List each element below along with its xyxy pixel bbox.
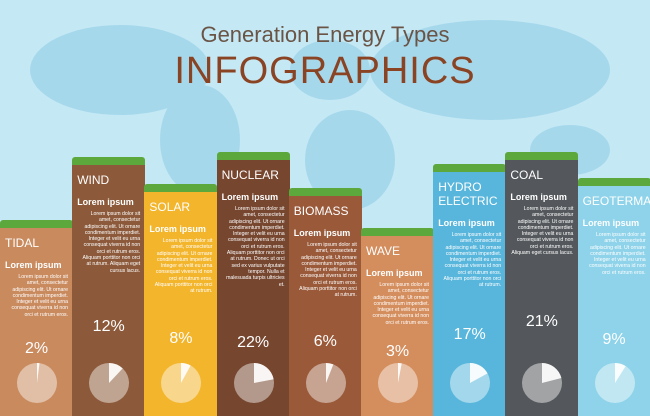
column-heading: Lorem ipsum [149, 224, 206, 234]
column-heading: Lorem ipsum [221, 192, 279, 202]
column-name: WIND [77, 173, 110, 187]
percent-label: 17% [453, 326, 486, 343]
pie-slice [253, 363, 274, 383]
pie-chart [305, 363, 346, 403]
column-text: Lorem ipsum dolor sit amet, consectetur … [11, 274, 68, 318]
column-heading: Lorem ipsum [366, 268, 423, 278]
column-name: SOLAR [149, 200, 191, 214]
pie-chart [233, 363, 274, 403]
pie-slice [181, 363, 192, 383]
column-name: TIDAL [5, 236, 40, 250]
ground-cap [72, 157, 146, 165]
pie-chart [17, 363, 57, 403]
pie-chart [522, 363, 563, 403]
energy-column: HYDRO ELECTRIC Lorem ipsum Lorem ipsum dol… [433, 164, 507, 416]
pie-slice [325, 363, 334, 383]
column-text: Lorem ipsum dolor sit amet, consectetur … [443, 232, 502, 289]
percent-label: 8% [169, 330, 193, 347]
ground-cap [288, 188, 362, 196]
column-text: Lorem ipsum dolor sit amet, consectetur … [226, 206, 285, 288]
column-text: Lorem ipsum dolor sit amet, consectetur … [372, 282, 429, 326]
column-text: Lorem ipsum dolor sit amet, consectetur … [589, 232, 646, 276]
column-heading: Lorem ipsum [77, 197, 134, 207]
ground-cap [216, 152, 290, 160]
energy-column: TIDAL Lorem ipsum Lorem ipsum dolor sit am… [0, 220, 73, 416]
column-text: Lorem ipsum dolor sit amet, consectetur … [511, 206, 574, 257]
column-heading: Lorem ipsum [510, 192, 567, 202]
column-heading: Lorem ipsum [5, 260, 62, 270]
pie-slice [614, 363, 626, 383]
pie-chart [89, 363, 130, 403]
pie-chart [378, 363, 418, 403]
ground-cap [361, 228, 434, 236]
column-name: WAVE [366, 244, 401, 258]
pie-slice [470, 363, 488, 383]
pie-slice [109, 363, 123, 383]
column-name: BIOMASS [293, 204, 349, 218]
ground-cap [0, 220, 73, 228]
energy-column: WIND Lorem ipsum Lorem ipsum dolor sit ame… [72, 157, 146, 416]
column-heading: Lorem ipsum [438, 218, 495, 228]
column-name: NUCLEAR [221, 168, 279, 182]
percent-label: 22% [237, 334, 270, 351]
energy-column: WAVE Lorem ipsum Lorem ipsum dolor sit ame… [361, 228, 434, 416]
ground-cap [505, 152, 579, 160]
energy-column: BIOMASS Lorem ipsum Lorem ipsum dolor sit … [288, 188, 362, 416]
percent-label: 9% [602, 331, 626, 348]
pie-slice [37, 363, 40, 383]
pie-slice [398, 363, 402, 383]
pie-chart [161, 363, 202, 403]
ground-cap [433, 164, 507, 172]
pie-slice [542, 363, 562, 383]
column-text: Lorem ipsum dolor sit amet, consectetur … [299, 242, 357, 299]
column-heading: Lorem ipsum [293, 228, 351, 238]
percent-label: 12% [92, 318, 125, 335]
percent-label: 21% [525, 313, 558, 330]
ground-cap [577, 178, 650, 186]
percent-label: 2% [24, 340, 49, 357]
energy-column: SOLAR Lorem ipsum Lorem ipsum dolor sit am… [144, 184, 218, 416]
subtitle: Generation Energy Types [200, 22, 450, 47]
column-name: COAL [510, 168, 544, 182]
energy-column: COAL Lorem ipsum Lorem ipsum dolor sit ame… [505, 152, 579, 416]
column-text: Lorem ipsum dolor sit amet, consectetur … [82, 211, 141, 274]
column-heading: Lorem ipsum [582, 218, 640, 228]
percent-label: 6% [313, 333, 337, 350]
percent-label: 3% [385, 343, 410, 360]
pie-chart [594, 363, 635, 403]
column-text: Lorem ipsum dolor sit amet, consectetur … [154, 238, 213, 295]
column-name: HYDRO ELECTRIC [438, 180, 498, 208]
title: INFOGRAPHICS [174, 50, 476, 92]
pie-chart [450, 363, 491, 403]
ground-cap [144, 184, 218, 192]
energy-column: NUCLEAR Lorem ipsum Lorem ipsum dolor sit … [216, 152, 290, 416]
